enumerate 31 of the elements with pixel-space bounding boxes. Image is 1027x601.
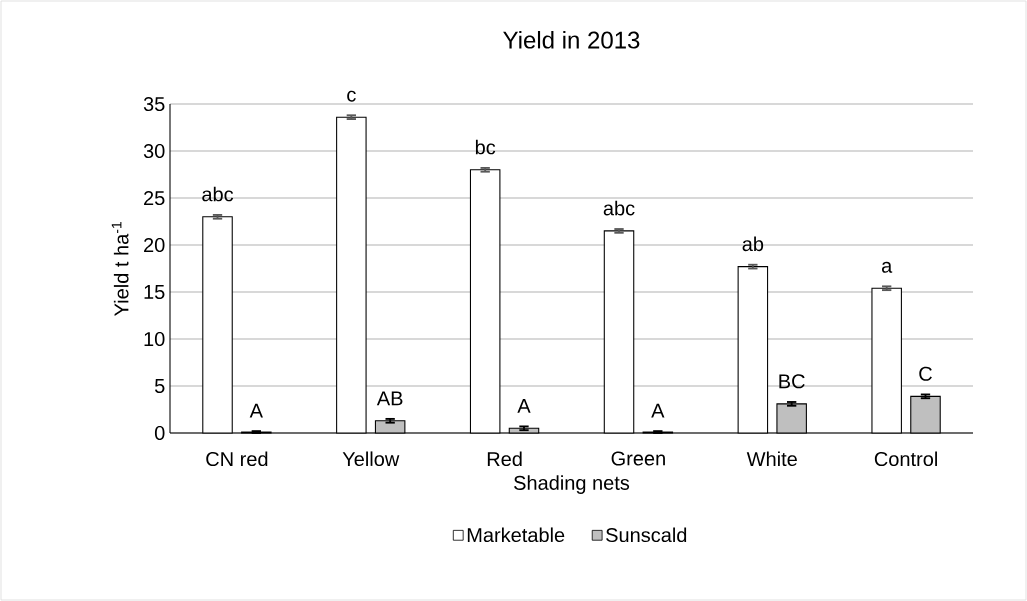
data-label: AB [376,391,403,406]
legend-label: Marketable [467,527,565,543]
data-label: A [651,403,665,418]
x-tick-label: Control [874,451,937,467]
y-tick-label: 30 [143,143,165,159]
data-label: c [347,90,356,102]
y-tick-label: 5 [154,379,165,393]
x-tick-label: Red [487,451,522,467]
data-label: BC [779,374,805,389]
data-label: A [249,403,263,418]
data-label: abc [603,200,635,216]
x-tick-label: Yellow [342,451,400,467]
chart-title: Yield in 2013 [503,31,640,49]
x-tick-label: CN red [206,451,268,467]
data-label: A [517,399,531,413]
y-tick-label: 15 [144,285,165,299]
y-tick-label: 35 [143,96,165,112]
data-label: bc [475,139,496,155]
x-axis-title: Shading nets [514,475,630,494]
y-tick-label: 20 [144,237,165,253]
data-label: C [919,366,932,381]
y-tick-label: 10 [144,331,165,347]
y-axis-title: Yield t ha$^{-1}$ [111,221,129,316]
data-label: abc [202,186,234,202]
y-tick-label: 0 [154,425,165,441]
x-tick-label: Green [611,451,665,466]
legend-label: Sunscald [606,527,687,543]
y-tick-label: 25 [144,190,165,206]
data-label: ab [742,236,764,252]
data-label: a [881,261,893,273]
x-tick-label: White [746,451,797,467]
